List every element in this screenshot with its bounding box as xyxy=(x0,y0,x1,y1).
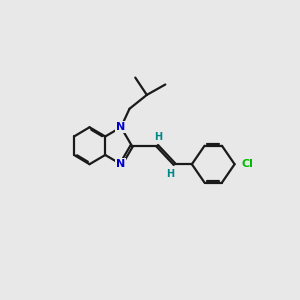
Text: N: N xyxy=(116,159,126,169)
Text: N: N xyxy=(116,122,126,132)
Text: H: H xyxy=(154,132,162,142)
Text: H: H xyxy=(166,169,174,179)
Text: Cl: Cl xyxy=(242,159,253,169)
